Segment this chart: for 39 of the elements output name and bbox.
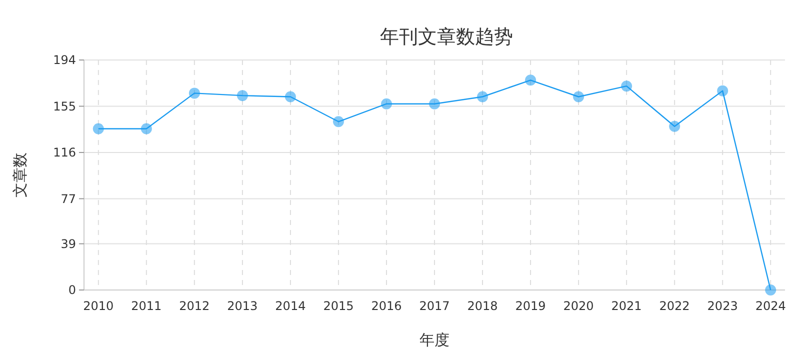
x-tick-label: 2017 (419, 299, 450, 313)
point (765, 284, 776, 296)
x-tick-label: 2015 (323, 299, 354, 313)
y-axis-title: 文章数 (11, 152, 29, 198)
point (380, 98, 392, 110)
point (669, 120, 680, 132)
y-tick-label: 0 (68, 283, 76, 298)
chart-title: 年刊文章数趋势 (380, 26, 513, 48)
point (332, 116, 344, 128)
point (236, 90, 248, 102)
point (525, 74, 536, 86)
x-tick-label: 2021 (611, 299, 642, 313)
x-tick-label: 2016 (371, 299, 402, 313)
x-tick-label: 2023 (707, 299, 738, 313)
x-tick-label: 2020 (563, 299, 594, 313)
x-tick-label: 2018 (467, 299, 498, 313)
point (140, 123, 152, 134)
point (717, 85, 728, 96)
point (621, 80, 632, 92)
x-tick-label: 2013 (227, 299, 258, 313)
y-tick-label: 155 (53, 99, 76, 114)
x-tick-label: 2011 (131, 299, 162, 313)
y-tick-label: 77 (60, 192, 76, 206)
x-tick-label: 2010 (83, 299, 114, 313)
y-tick-label: 39 (60, 236, 76, 251)
point (284, 91, 296, 102)
x-tick-label: 2019 (515, 299, 546, 313)
y-tick-label: 194 (53, 53, 76, 68)
point (429, 98, 440, 110)
point (188, 88, 200, 99)
point (573, 91, 584, 102)
x-tick-label: 2024 (755, 299, 786, 313)
point (477, 91, 488, 102)
x-tick-label: 2022 (659, 299, 690, 313)
x-tick-label: 2014 (275, 299, 306, 313)
point (92, 123, 104, 134)
y-tick-label: 116 (53, 146, 76, 160)
x-axis-title: 年度 (420, 331, 450, 349)
x-tick-label: 2012 (179, 299, 210, 313)
